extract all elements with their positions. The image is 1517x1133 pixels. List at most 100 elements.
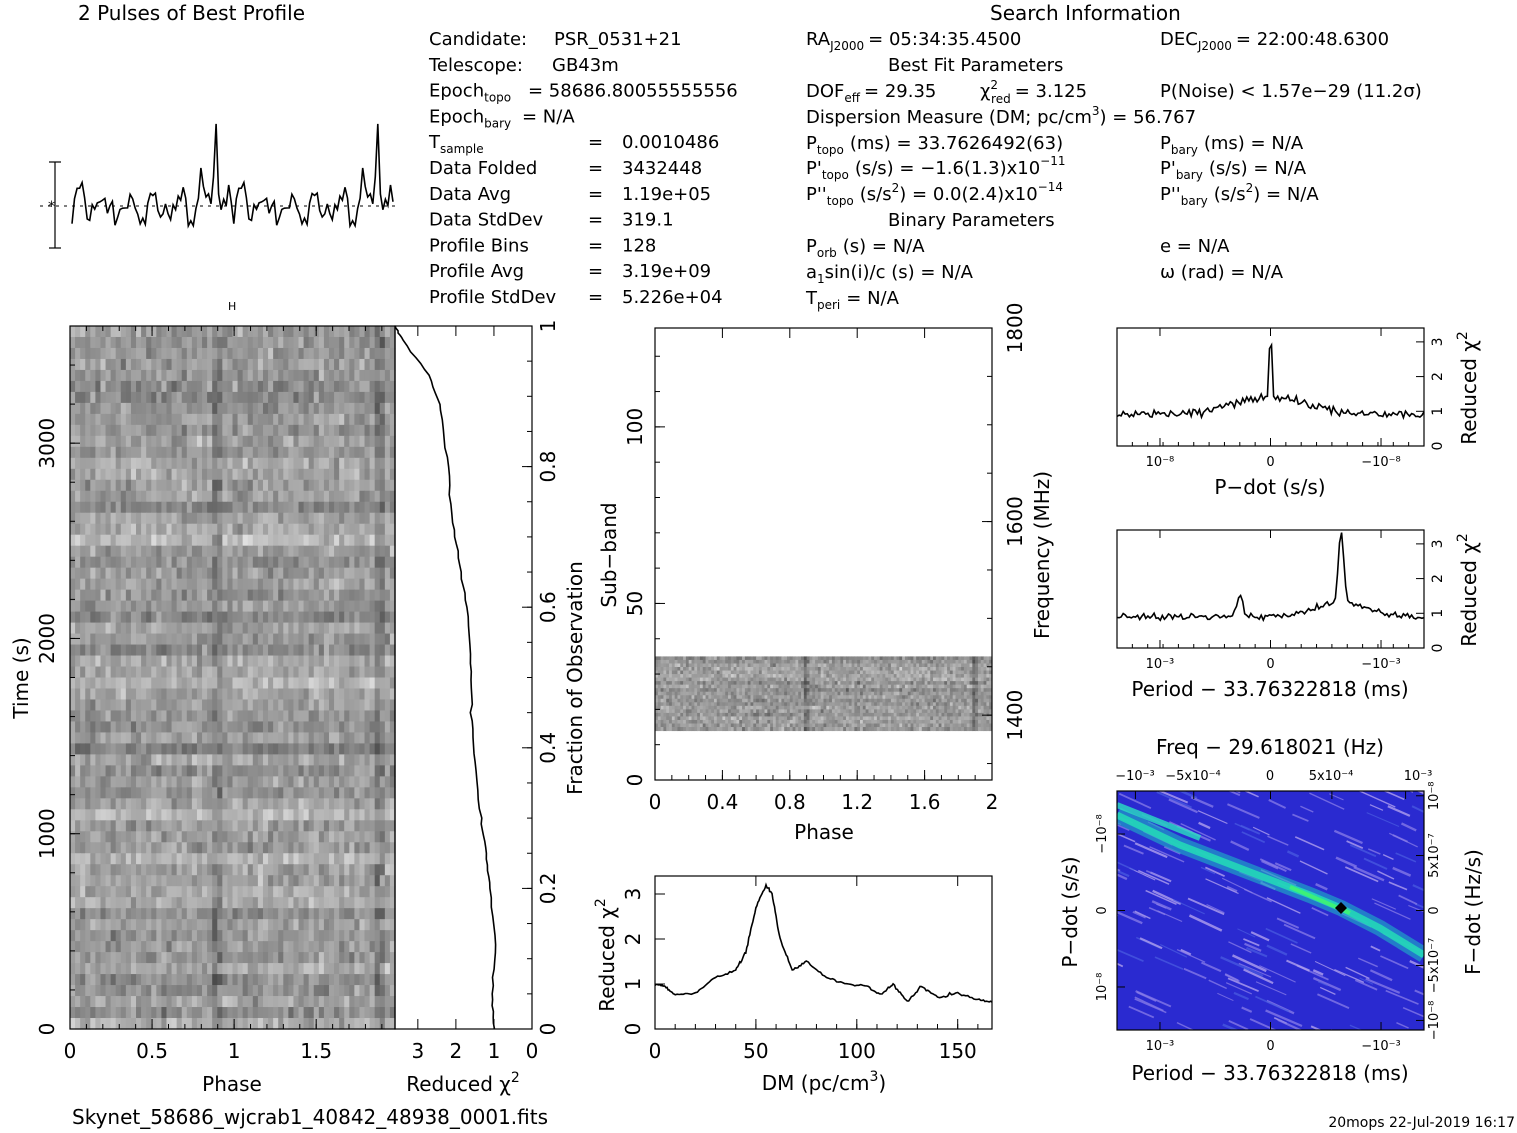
pixel (288, 468, 295, 481)
pixel (313, 930, 320, 942)
pixel (323, 457, 330, 470)
pixel (369, 501, 376, 514)
pixel (202, 754, 208, 766)
pixel (293, 567, 300, 580)
pixel (202, 479, 208, 492)
pixel (186, 567, 193, 580)
pixel (384, 622, 391, 635)
pixel (344, 798, 350, 810)
pixel (831, 674, 836, 679)
pixel (227, 490, 234, 503)
pixel (186, 776, 193, 788)
pixel (947, 674, 951, 679)
pixel (389, 908, 396, 920)
pixel (283, 600, 289, 613)
pixel (125, 908, 132, 920)
pixel (262, 666, 269, 679)
pixel (969, 674, 973, 679)
pixel (308, 930, 315, 942)
pixel (171, 413, 178, 426)
pixel (379, 996, 386, 1008)
pixel (384, 776, 391, 788)
pixel (227, 435, 234, 448)
pixel (141, 633, 147, 646)
pixel (364, 1018, 371, 1030)
pixel (303, 468, 310, 481)
pixel (384, 820, 391, 832)
pixel (196, 721, 203, 734)
pixel (318, 369, 325, 382)
pixel (278, 688, 284, 701)
pixel (217, 479, 223, 492)
pixel (237, 908, 244, 920)
pixel (323, 567, 330, 580)
pixel (865, 674, 869, 679)
pixel (334, 831, 340, 843)
pixel (369, 842, 376, 854)
pixel (191, 974, 198, 986)
pixel (217, 765, 223, 777)
pixel (733, 667, 737, 672)
pixel (298, 600, 305, 613)
pixel (262, 930, 269, 942)
pixel (191, 424, 198, 437)
pixel (80, 919, 86, 931)
pixel (186, 875, 193, 887)
pixel (115, 347, 122, 360)
pixel (384, 468, 391, 481)
pixel (120, 732, 127, 744)
pixel (803, 670, 808, 675)
pixel (273, 699, 279, 712)
pixel (232, 875, 239, 887)
pixel (242, 688, 249, 701)
pixel (806, 656, 810, 661)
pixel (374, 809, 381, 821)
pixel (125, 930, 132, 942)
pixel (318, 512, 325, 525)
pixel (379, 1007, 386, 1019)
pixel (85, 864, 91, 876)
pixel (927, 663, 931, 668)
pixel (288, 908, 295, 920)
pixel (242, 908, 249, 920)
pixel (202, 765, 208, 777)
pixel (242, 842, 249, 854)
pixel (278, 655, 284, 668)
pixel (207, 930, 213, 942)
pixel (105, 787, 112, 799)
pixel (344, 490, 350, 503)
pixel (105, 413, 112, 426)
pixel (374, 589, 381, 602)
pixel (161, 391, 168, 404)
pixel (257, 391, 264, 404)
pixel (262, 776, 269, 788)
pixel (146, 358, 152, 371)
pixel (328, 996, 335, 1008)
pixel (257, 732, 264, 744)
pixel (349, 710, 355, 723)
pixel (379, 611, 386, 624)
pixel (374, 699, 381, 712)
pixel (384, 391, 391, 404)
pixel (136, 985, 142, 997)
pixel (770, 674, 774, 679)
pixel (801, 667, 805, 672)
pixel (379, 490, 386, 503)
pixel (328, 919, 335, 931)
pixel (196, 578, 203, 591)
pixel (711, 670, 715, 675)
pixel (374, 875, 381, 887)
pixel (207, 798, 213, 810)
pixel (318, 435, 325, 448)
pixel (166, 413, 173, 426)
pixel (186, 347, 193, 360)
pixel (257, 864, 264, 876)
pixel (222, 666, 229, 679)
pixel (323, 809, 330, 821)
pixel (711, 663, 715, 668)
pixel (75, 369, 81, 382)
pixel (196, 534, 203, 547)
pixel (151, 479, 157, 492)
pixel (364, 534, 371, 547)
pixel (115, 578, 122, 591)
